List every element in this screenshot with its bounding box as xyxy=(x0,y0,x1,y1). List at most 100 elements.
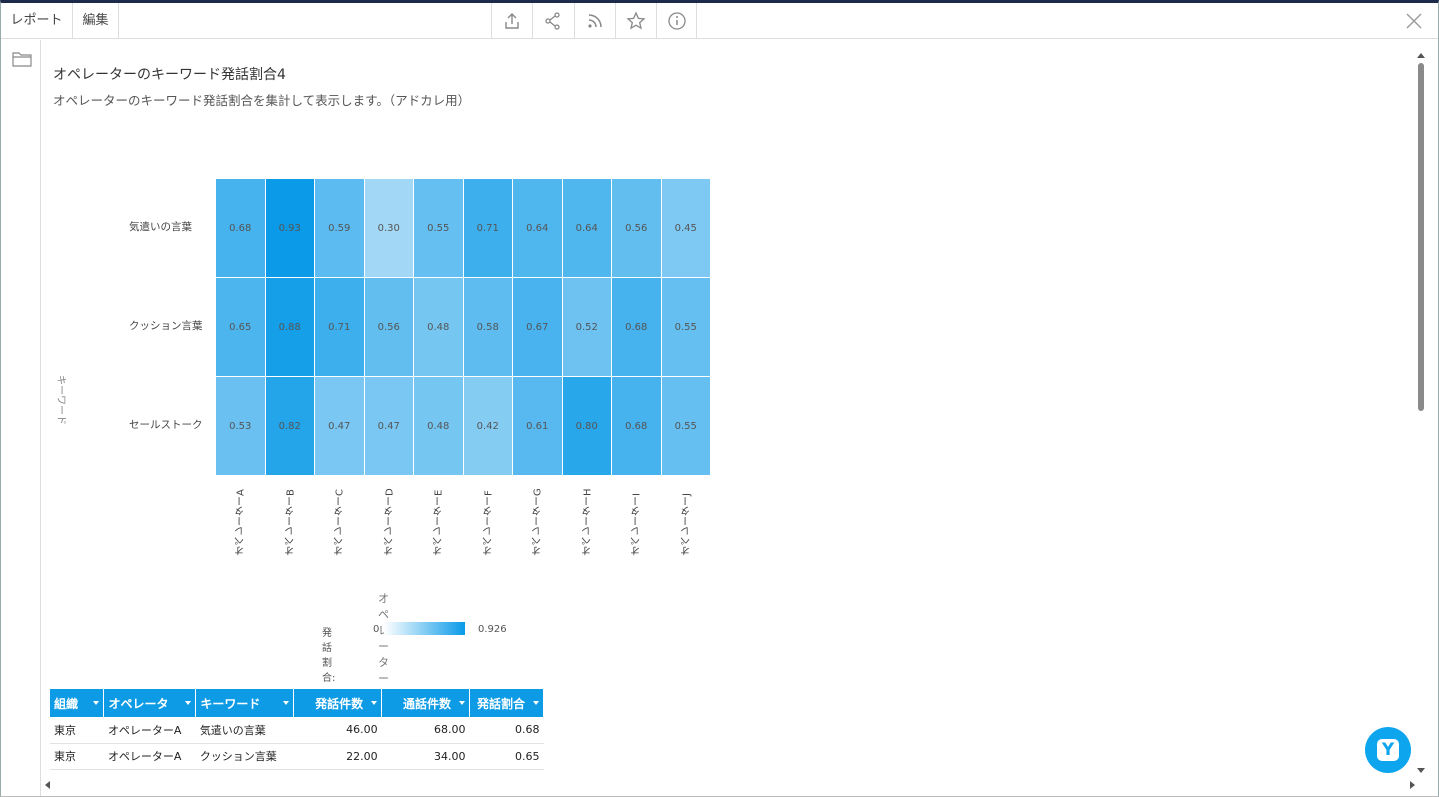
heatmap-cell: 0.47 xyxy=(364,377,413,475)
heatmap-cell: 0.88 xyxy=(265,278,314,376)
heatmap-cell: 0.58 xyxy=(463,278,512,376)
x-tick-label: オペレーターE xyxy=(433,489,445,556)
table-cell: 68.00 xyxy=(381,717,470,744)
heatmap-cell: 0.42 xyxy=(463,377,512,475)
info-icon xyxy=(667,12,686,30)
heatmap-cell: 0.56 xyxy=(364,278,413,376)
heatmap-cell: 0.65 xyxy=(216,278,265,376)
heatmap-cell: 0.56 xyxy=(612,179,661,277)
x-tick-label: オペレーターH xyxy=(582,488,593,556)
report-content: オペレーターのキーワード発話割合4 オペレーターのキーワード発話割合を集計して表… xyxy=(42,40,1418,775)
y-tick-label: 気遣いの言葉 xyxy=(129,221,192,233)
heatmap-cell: 0.67 xyxy=(513,278,562,376)
tab-edit[interactable]: 編集 xyxy=(73,3,119,39)
column-header[interactable]: オペレータ xyxy=(103,689,197,717)
info-button[interactable] xyxy=(656,3,697,39)
share-icon xyxy=(545,12,560,30)
table-row: 東京 オペレーターA クッション言葉 22.00 34.00 0.65 xyxy=(50,743,544,770)
table-cell: 0.68 xyxy=(469,717,544,744)
column-header[interactable]: 発話割合 xyxy=(469,689,544,717)
star-icon xyxy=(626,11,646,30)
column-header[interactable]: キーワード xyxy=(195,689,295,717)
x-axis-title: オペレーター xyxy=(378,592,389,685)
rss-button[interactable] xyxy=(574,3,615,39)
y-axis-title: キーワード xyxy=(55,375,66,425)
heatmap-cell: 0.82 xyxy=(265,377,314,475)
table-cell: オペレーターA xyxy=(103,743,196,770)
heatmap-grid: 0.68 0.93 0.59 0.30 0.55 0.71 0.64 0.64 0.56 0.45… xyxy=(216,179,711,476)
scroll-down-icon[interactable] xyxy=(1417,768,1425,773)
folder-icon[interactable] xyxy=(12,50,32,68)
heatmap-cell: 0.55 xyxy=(661,278,710,376)
export-button[interactable] xyxy=(491,3,532,39)
x-tick-label: オペレーターC xyxy=(334,489,346,556)
heatmap-cell: 0.71 xyxy=(315,278,364,376)
chat-button[interactable]: Y xyxy=(1365,727,1411,773)
table-cell: 46.00 xyxy=(293,717,382,744)
top-toolbar: レポート 編集 xyxy=(1,3,1438,39)
export-icon xyxy=(505,13,519,29)
heatmap-cell: 0.47 xyxy=(315,377,364,475)
legend-max: 0.926 xyxy=(478,624,507,635)
x-tick-label: オペレーターA xyxy=(235,489,247,556)
heatmap-cell: 0.64 xyxy=(513,179,562,277)
heatmap-cell: 0.30 xyxy=(364,179,413,277)
heatmap-cell: 0.80 xyxy=(562,377,611,475)
legend-gradient xyxy=(384,622,465,635)
horizontal-scrollbar[interactable] xyxy=(45,779,1415,791)
x-tick-label: オペレーターF xyxy=(483,490,494,556)
scroll-left-icon[interactable] xyxy=(45,781,50,789)
chat-icon: Y xyxy=(1377,739,1399,761)
favorite-button[interactable] xyxy=(615,3,656,39)
left-sidebar xyxy=(1,40,41,796)
close-icon[interactable] xyxy=(1404,11,1424,31)
legend-label: 発話割合: xyxy=(322,628,336,684)
heatmap-cell: 0.68 xyxy=(612,278,661,376)
table-cell: クッション言葉 xyxy=(195,743,294,770)
x-tick-label: オペレーターI xyxy=(631,493,643,556)
heatmap-cell: 0.48 xyxy=(414,278,463,376)
heatmap-cell: 0.55 xyxy=(661,377,710,475)
scroll-up-icon[interactable] xyxy=(1417,53,1425,58)
share-button[interactable] xyxy=(532,3,573,39)
column-header[interactable]: 通話件数 xyxy=(381,689,471,717)
heatmap-cell: 0.45 xyxy=(661,179,710,277)
heatmap-cell: 0.64 xyxy=(562,179,611,277)
column-header[interactable]: 組織 xyxy=(50,689,105,717)
page-title: オペレーターのキーワード発話割合4 xyxy=(53,67,286,83)
heatmap-cell: 0.48 xyxy=(414,377,463,475)
heatmap-cell: 0.52 xyxy=(562,278,611,376)
heatmap-cell: 0.61 xyxy=(513,377,562,475)
heatmap-cell: 0.55 xyxy=(414,179,463,277)
data-table: 組織 オペレータ キーワード 発話件数 通話件数 発話割合 東京 オペレーターA… xyxy=(50,689,544,770)
table-cell: 34.00 xyxy=(381,743,470,770)
table-cell: 東京 xyxy=(50,717,104,744)
heatmap-cell: 0.59 xyxy=(315,179,364,277)
tab-report[interactable]: レポート xyxy=(1,3,73,39)
heatmap-cell: 0.68 xyxy=(612,377,661,475)
y-tick-label: セールストーク xyxy=(129,419,203,431)
legend-min: 0 xyxy=(373,624,380,635)
scrollbar-thumb[interactable] xyxy=(1418,63,1424,411)
table-cell: オペレーターA xyxy=(103,717,196,744)
table-header-row: 組織 オペレータ キーワード 発話件数 通話件数 発話割合 xyxy=(50,689,544,717)
x-tick-label: オペレーターJ xyxy=(681,493,692,556)
heatmap-cell: 0.93 xyxy=(265,179,314,277)
x-tick-label: オペレーターB xyxy=(285,489,296,556)
y-tick-label: クッション言葉 xyxy=(129,320,203,332)
rss-icon xyxy=(588,14,602,28)
table-cell: 東京 xyxy=(50,743,104,770)
x-tick-label: オペレーターG xyxy=(532,488,544,556)
table-row: 東京 オペレーターA 気遣いの言葉 46.00 68.00 0.68 xyxy=(50,717,544,744)
page-subtitle: オペレーターのキーワード発話割合を集計して表示します。（アドカレ用） xyxy=(53,93,471,108)
table-cell: 気遣いの言葉 xyxy=(195,717,294,744)
heatmap-cell: 0.53 xyxy=(216,377,265,475)
table-cell: 22.00 xyxy=(293,743,382,770)
column-header[interactable]: 発話件数 xyxy=(293,689,383,717)
table-cell: 0.65 xyxy=(469,743,544,770)
scroll-right-icon[interactable] xyxy=(1410,781,1415,789)
vertical-scrollbar[interactable] xyxy=(1416,53,1426,773)
x-tick-label: オペレーターD xyxy=(384,488,395,556)
heatmap-cell: 0.71 xyxy=(463,179,512,277)
